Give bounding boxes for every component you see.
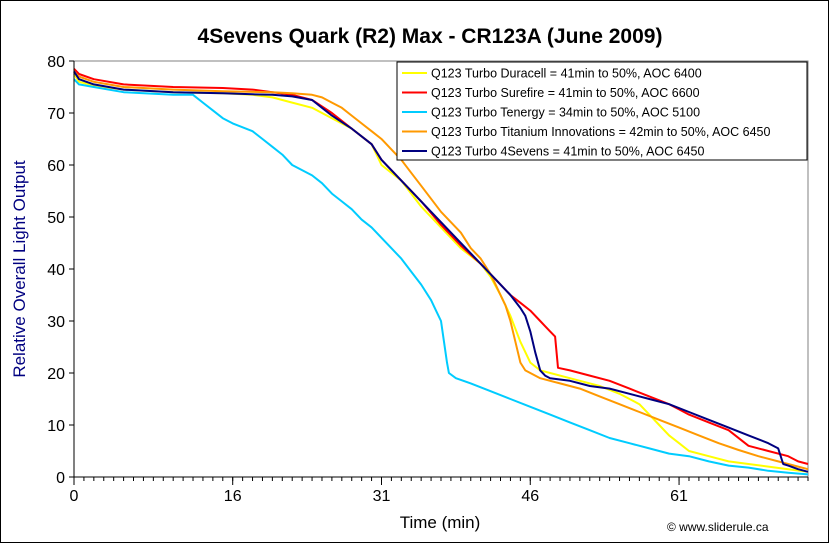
y-tick-label: 50 xyxy=(47,210,65,227)
x-tick-label: 16 xyxy=(224,488,242,505)
x-axis-label: Time (min) xyxy=(400,513,481,532)
chart-title: 4Sevens Quark (R2) Max - CR123A (June 20… xyxy=(198,25,663,48)
y-axis-label: Relative Overall Light Output xyxy=(10,160,29,378)
y-tick-label: 70 xyxy=(47,106,65,123)
series-line-3 xyxy=(73,78,809,476)
legend-label: Q123 Turbo 4Sevens = 41min to 50%, AOC 6… xyxy=(431,145,704,159)
legend-label: Q123 Turbo Duracell = 41min to 50%, AOC … xyxy=(431,67,702,81)
y-tick-label: 80 xyxy=(47,54,65,71)
y-tick-label: 10 xyxy=(47,418,65,435)
y-tick-label: 60 xyxy=(47,158,65,175)
series-line-5 xyxy=(73,70,809,473)
x-tick-label: 61 xyxy=(670,488,688,505)
legend: Q123 Turbo Duracell = 41min to 50%, AOC … xyxy=(396,61,808,161)
legend-box xyxy=(396,61,808,161)
y-tick-label: 40 xyxy=(47,262,65,279)
x-tick-label: 0 xyxy=(70,488,79,505)
legend-label: Q123 Turbo Tenergy = 34min to 50%, AOC 5… xyxy=(431,106,700,120)
axes-layer: 0 10 20 30 40 50 60 70 80 0 16 31 46 61 xyxy=(47,54,809,505)
x-tick-label: 31 xyxy=(373,488,391,505)
credit-text: © www.sliderule.ca xyxy=(667,520,769,534)
x-tick-label: 46 xyxy=(521,488,539,505)
series-line-4 xyxy=(73,70,809,471)
y-tick-label: 0 xyxy=(56,470,65,487)
y-tick-label: 20 xyxy=(47,366,65,383)
legend-label: Q123 Turbo Titanium Innovations = 42min … xyxy=(431,125,770,139)
y-tick-label: 30 xyxy=(47,314,65,331)
series-layer xyxy=(73,68,809,476)
legend-label: Q123 Turbo Surefire = 41min to 50%, AOC … xyxy=(431,86,700,100)
